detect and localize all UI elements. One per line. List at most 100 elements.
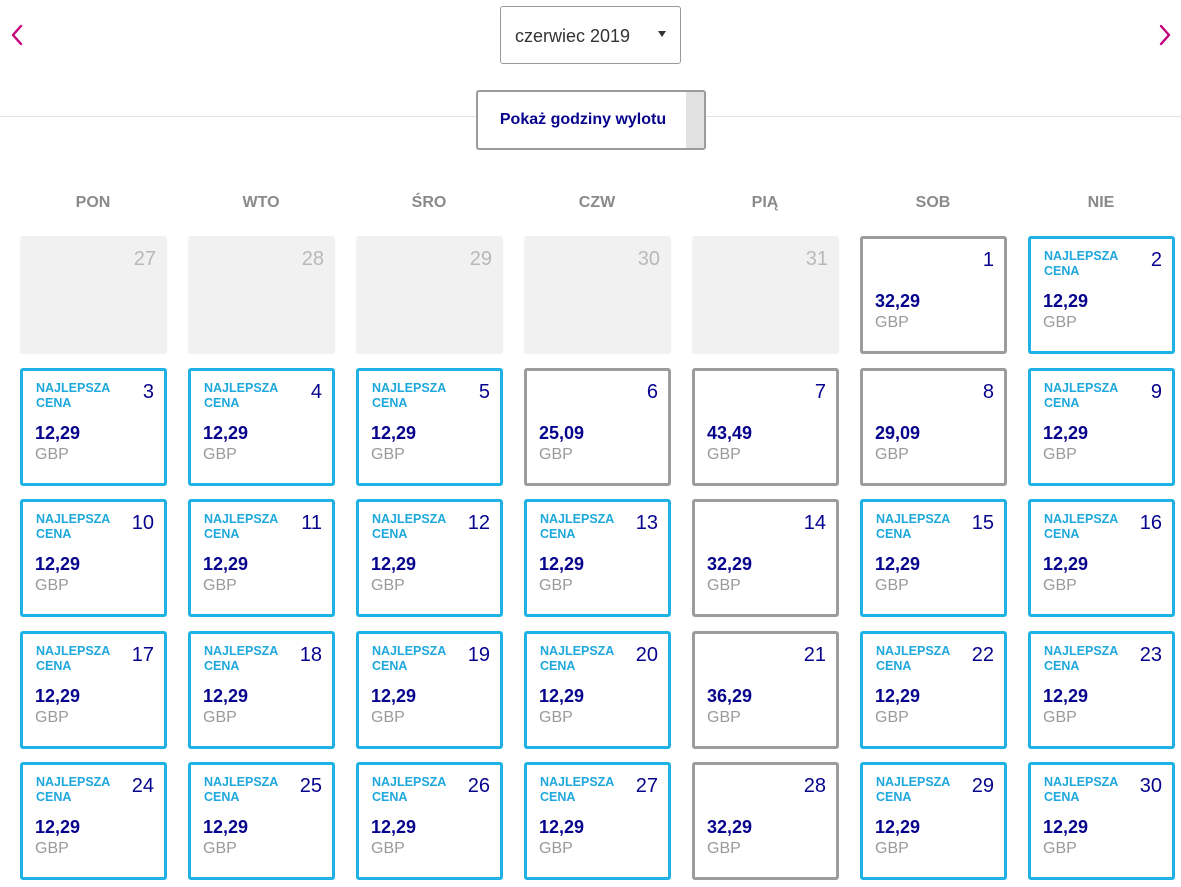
currency-label: GBP: [875, 314, 909, 331]
calendar-day-best-price[interactable]: 10 NAJLEPSZA CENA 12,29 GBP: [20, 499, 167, 617]
price-value: 36,29: [707, 686, 753, 706]
weekday-label: WTO: [242, 194, 280, 211]
currency-label: GBP: [875, 840, 909, 857]
best-price-badge: NAJLEPSZA CENA: [372, 512, 447, 541]
calendar-day[interactable]: 1 32,29 GBP: [860, 236, 1007, 354]
calendar-day-outside-month: 28: [188, 236, 335, 354]
best-price-badge: NAJLEPSZA CENA: [540, 775, 615, 804]
best-price-badge: NAJLEPSZA CENA: [36, 644, 111, 673]
best-price-badge: NAJLEPSZA CENA: [876, 512, 951, 541]
price-value: 12,29: [35, 817, 81, 837]
best-price-badge: NAJLEPSZA CENA: [204, 512, 279, 541]
currency-label: GBP: [707, 446, 741, 463]
price-value: 12,29: [371, 686, 417, 706]
day-number: 20: [635, 644, 658, 666]
day-number: 7: [814, 381, 826, 403]
day-number: 4: [310, 381, 322, 403]
calendar-day[interactable]: 8 29,09 GBP: [860, 368, 1007, 486]
currency-label: GBP: [35, 577, 69, 594]
price-value: 12,29: [1043, 686, 1089, 706]
calendar-day-best-price[interactable]: 24 NAJLEPSZA CENA 12,29 GBP: [20, 762, 167, 880]
calendar-day[interactable]: 6 25,09 GBP: [524, 368, 671, 486]
calendar-day-best-price[interactable]: 16 NAJLEPSZA CENA 12,29 GBP: [1028, 499, 1175, 617]
price-value: 29,09: [875, 423, 921, 443]
show-departure-times-toggle[interactable]: Pokaż godziny wylotu: [476, 90, 706, 150]
day-number: 29: [469, 248, 492, 270]
chevron-right-icon: [1159, 24, 1171, 46]
calendar-day-best-price[interactable]: 20 NAJLEPSZA CENA 12,29 GBP: [524, 631, 671, 749]
day-number: 8: [982, 381, 994, 403]
best-price-badge: NAJLEPSZA CENA: [372, 381, 447, 410]
day-number: 19: [467, 644, 490, 666]
price-value: 12,29: [35, 554, 81, 574]
calendar-day-best-price[interactable]: 15 NAJLEPSZA CENA 12,29 GBP: [860, 499, 1007, 617]
calendar-day-best-price[interactable]: 25 NAJLEPSZA CENA 12,29 GBP: [188, 762, 335, 880]
calendar-day-best-price[interactable]: 4 NAJLEPSZA CENA 12,29 GBP: [188, 368, 335, 486]
currency-label: GBP: [371, 709, 405, 726]
best-price-badge: NAJLEPSZA CENA: [1044, 512, 1119, 541]
price-value: 25,09: [539, 423, 585, 443]
day-number: 1: [982, 249, 994, 271]
day-number: 23: [1139, 644, 1162, 666]
calendar-day[interactable]: 14 32,29 GBP: [692, 499, 839, 617]
calendar-day-best-price[interactable]: 27 NAJLEPSZA CENA 12,29 GBP: [524, 762, 671, 880]
currency-label: GBP: [539, 840, 573, 857]
day-number: 2: [1150, 249, 1162, 271]
best-price-badge: NAJLEPSZA CENA: [204, 381, 279, 410]
caret-down-icon: [658, 31, 666, 37]
day-number: 27: [133, 248, 156, 270]
day-number: 30: [1139, 775, 1162, 797]
currency-label: GBP: [203, 577, 237, 594]
best-price-badge: NAJLEPSZA CENA: [540, 644, 615, 673]
calendar-day-best-price[interactable]: 17 NAJLEPSZA CENA 12,29 GBP: [20, 631, 167, 749]
toggle-knob: [686, 92, 704, 148]
calendar-day-best-price[interactable]: 13 NAJLEPSZA CENA 12,29 GBP: [524, 499, 671, 617]
calendar-day-best-price[interactable]: 22 NAJLEPSZA CENA 12,29 GBP: [860, 631, 1007, 749]
currency-label: GBP: [539, 577, 573, 594]
chevron-left-icon: [11, 24, 23, 46]
calendar-day-best-price[interactable]: 18 NAJLEPSZA CENA 12,29 GBP: [188, 631, 335, 749]
best-price-badge: NAJLEPSZA CENA: [540, 512, 615, 541]
best-price-badge: NAJLEPSZA CENA: [36, 381, 111, 410]
day-number: 30: [637, 248, 660, 270]
day-number: 21: [803, 644, 826, 666]
calendar-day-best-price[interactable]: 23 NAJLEPSZA CENA 12,29 GBP: [1028, 631, 1175, 749]
price-value: 12,29: [1043, 423, 1089, 443]
day-number: 27: [635, 775, 658, 797]
calendar-day-best-price[interactable]: 30 NAJLEPSZA CENA 12,29 GBP: [1028, 762, 1175, 880]
weekday-label: ŚRO: [411, 194, 447, 211]
best-price-badge: NAJLEPSZA CENA: [876, 775, 951, 804]
calendar-day-best-price[interactable]: 11 NAJLEPSZA CENA 12,29 GBP: [188, 499, 335, 617]
calendar-day-best-price[interactable]: 26 NAJLEPSZA CENA 12,29 GBP: [356, 762, 503, 880]
calendar-day[interactable]: 28 32,29 GBP: [692, 762, 839, 880]
day-number: 5: [478, 381, 490, 403]
calendar-day[interactable]: 7 43,49 GBP: [692, 368, 839, 486]
calendar-day-best-price[interactable]: 9 NAJLEPSZA CENA 12,29 GBP: [1028, 368, 1175, 486]
calendar-day-best-price[interactable]: 2 NAJLEPSZA CENA 12,29 GBP: [1028, 236, 1175, 354]
price-value: 12,29: [371, 817, 417, 837]
calendar-day-best-price[interactable]: 3 NAJLEPSZA CENA 12,29 GBP: [20, 368, 167, 486]
price-value: 32,29: [875, 291, 921, 311]
currency-label: GBP: [707, 577, 741, 594]
currency-label: GBP: [1043, 314, 1077, 331]
calendar-day-best-price[interactable]: 5 NAJLEPSZA CENA 12,29 GBP: [356, 368, 503, 486]
price-value: 12,29: [1043, 554, 1089, 574]
calendar-day-best-price[interactable]: 12 NAJLEPSZA CENA 12,29 GBP: [356, 499, 503, 617]
day-number: 17: [131, 644, 154, 666]
month-select[interactable]: czerwiec 2019: [500, 6, 681, 64]
day-number: 22: [971, 644, 994, 666]
price-value: 12,29: [371, 554, 417, 574]
price-value: 12,29: [539, 686, 585, 706]
price-value: 12,29: [1043, 291, 1089, 311]
currency-label: GBP: [875, 709, 909, 726]
calendar-day[interactable]: 21 36,29 GBP: [692, 631, 839, 749]
best-price-badge: NAJLEPSZA CENA: [1044, 249, 1119, 278]
currency-label: GBP: [1043, 577, 1077, 594]
calendar-day-best-price[interactable]: 19 NAJLEPSZA CENA 12,29 GBP: [356, 631, 503, 749]
prev-month-button[interactable]: [6, 20, 28, 50]
day-number: 28: [803, 775, 826, 797]
calendar-day-best-price[interactable]: 29 NAJLEPSZA CENA 12,29 GBP: [860, 762, 1007, 880]
next-month-button[interactable]: [1154, 20, 1176, 50]
weekday-header-row: PON WTO ŚRO CZW PIĄ SOB NIE: [20, 194, 1174, 216]
best-price-badge: NAJLEPSZA CENA: [372, 644, 447, 673]
